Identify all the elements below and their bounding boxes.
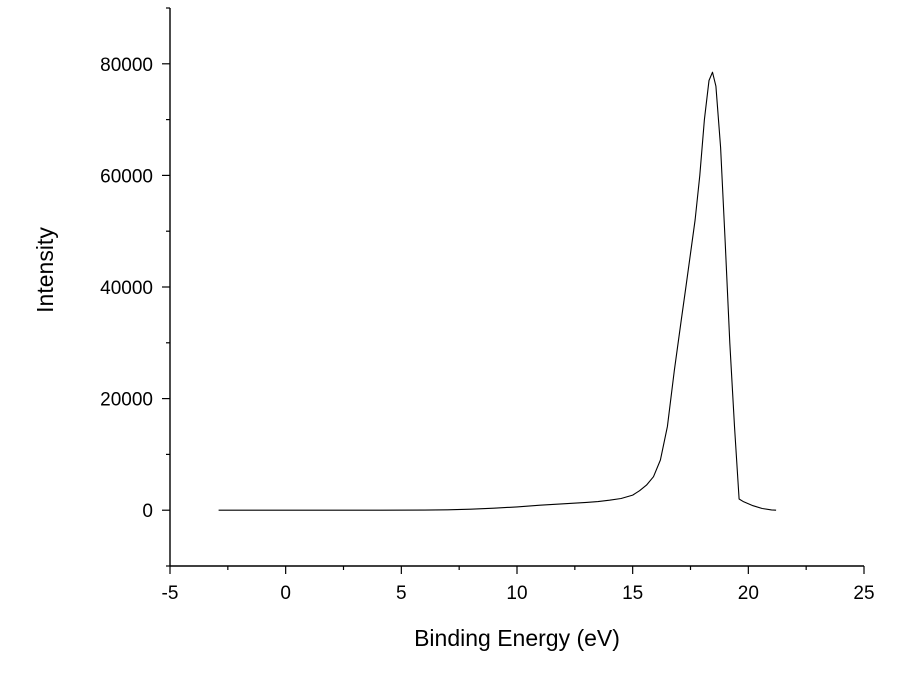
series-line xyxy=(218,71,777,511)
y-tick-label: 40000 xyxy=(100,278,153,299)
x-tick-label: 0 xyxy=(280,583,291,604)
y-tick-label: 80000 xyxy=(100,55,153,76)
axes xyxy=(169,8,864,567)
x-tick-label: 15 xyxy=(622,583,643,604)
x-tick-label: 10 xyxy=(506,583,527,604)
y-tick-label: 20000 xyxy=(100,390,153,411)
y-tick-label: 60000 xyxy=(100,166,153,187)
x-axis-title: Binding Energy (eV) xyxy=(414,625,620,651)
x-tick-label: 20 xyxy=(738,583,759,604)
x-tick-label: 5 xyxy=(396,583,407,604)
x-tick-label: -5 xyxy=(162,583,179,604)
y-tick-label: 0 xyxy=(142,501,153,522)
y-axis-title: Intensity xyxy=(32,227,58,313)
y-ticks: 0 20000 40000 60000 80000 xyxy=(100,7,170,567)
x-ticks: -5 0 5 10 15 20 25 xyxy=(162,566,875,604)
x-tick-label: 25 xyxy=(853,583,874,604)
